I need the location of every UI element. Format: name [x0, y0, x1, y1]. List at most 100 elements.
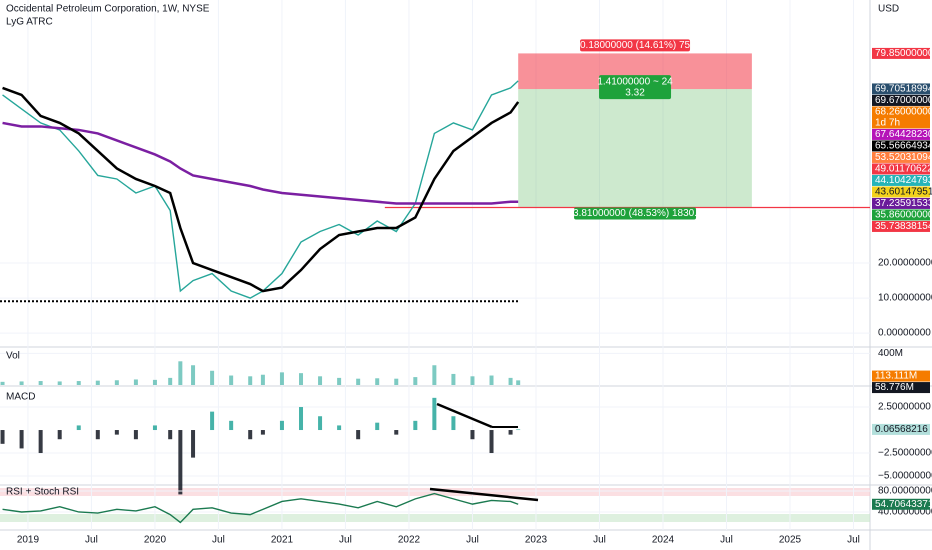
x-tick-label: 2025 [779, 535, 802, 546]
price-marker [872, 498, 930, 510]
price-marker-label: 58.776M [875, 382, 914, 393]
position-label: 1.41000000 ~ 24 [597, 77, 673, 88]
price-marker-label: 65.56664934 [875, 141, 932, 152]
price-marker-label: 113.111M [875, 371, 917, 382]
y-tick-label: 20.00000000 [878, 258, 932, 269]
bar [508, 430, 513, 435]
position-label-box [580, 39, 691, 52]
bar [210, 370, 215, 385]
position-label-box [574, 207, 697, 220]
x-tick-label: 2024 [652, 535, 675, 546]
bar [356, 378, 361, 385]
x-tick-label: 2021 [271, 535, 294, 546]
bar [248, 376, 253, 385]
bar [432, 365, 437, 385]
bar [451, 416, 456, 431]
x-tick-label: 2022 [398, 535, 421, 546]
bar [57, 381, 62, 385]
y-tick-label: 10.00000000 [878, 293, 932, 304]
bar [152, 425, 157, 431]
currency: USD [878, 4, 899, 15]
bar [76, 425, 81, 431]
price-marker-label: 49.01170622 [875, 164, 932, 175]
bar [133, 379, 138, 385]
y-tick-label: 40.00000000 [878, 507, 932, 518]
bar [0, 430, 5, 444]
overbought-band [0, 488, 870, 496]
position-label-box [599, 75, 672, 100]
indicator-name: LyG ATRC [6, 17, 53, 28]
x-tick-label: Jul [85, 535, 98, 546]
bar [210, 411, 215, 431]
price-marker [872, 163, 930, 175]
bar [470, 376, 475, 385]
price-marker [872, 423, 930, 435]
price-marker-label: 68.26000000 [875, 107, 932, 118]
bar [19, 381, 24, 385]
bar [394, 378, 399, 385]
bar [133, 430, 138, 440]
pane-title: MACD [6, 392, 35, 403]
position-label: 33.81000000 (48.53%) 1830.3 [567, 208, 703, 219]
bar [229, 420, 234, 431]
x-tick-label: Jul [466, 535, 479, 546]
bar [413, 420, 418, 431]
bar [451, 373, 456, 385]
bar [114, 430, 119, 435]
series-line [2, 80, 519, 299]
price-marker [872, 220, 930, 232]
x-tick-label: 2019 [17, 535, 40, 546]
oversold-band [0, 514, 870, 522]
countdown-label: 1d 7h [875, 118, 900, 129]
bar [318, 416, 323, 431]
bar [95, 430, 100, 440]
price-marker [872, 197, 930, 209]
price-marker [872, 47, 930, 59]
bar [489, 430, 494, 454]
x-tick-label: Jul [720, 535, 733, 546]
series-line [2, 86, 520, 293]
price-marker [872, 209, 930, 221]
x-tick-label: 2020 [144, 535, 167, 546]
bar [38, 381, 43, 385]
price-marker-label: 67.64428230 [875, 129, 932, 140]
bar [413, 377, 418, 385]
price-marker [872, 186, 930, 198]
bar [229, 375, 234, 385]
price-marker-label: 37.23591533 [875, 198, 932, 209]
y-tick-label: 2.50000000 [878, 402, 931, 413]
y-tick-label: 0.00000000 [878, 328, 931, 339]
bar [260, 430, 265, 435]
bar [38, 430, 43, 454]
bar [0, 381, 5, 385]
bar [432, 397, 437, 431]
price-marker-label: 35.73838154 [875, 221, 932, 232]
price-marker-label: 44.10424793 [875, 175, 932, 186]
price-marker [872, 370, 930, 382]
bar [279, 372, 284, 385]
pane-title: Vol [6, 351, 20, 362]
bar [299, 407, 304, 431]
price-marker [872, 94, 930, 106]
stop-zone [518, 89, 752, 208]
bar [168, 430, 173, 440]
y-tick-label: −5.00000000 [878, 471, 932, 482]
bar [114, 380, 119, 385]
bar [152, 379, 157, 385]
price-marker-label: 53.52031094 [875, 152, 932, 163]
bar [76, 381, 81, 385]
bar [508, 377, 513, 385]
price-marker [872, 83, 930, 95]
bar [19, 430, 24, 449]
bar [178, 430, 183, 495]
bar [178, 361, 183, 385]
pane-title: RSI + Stoch RSI [6, 487, 79, 498]
bar [375, 422, 380, 431]
bar [168, 377, 173, 385]
chart-title: Occidental Petroleum Corporation, 1W, NY… [6, 4, 210, 15]
bar [516, 380, 521, 385]
bar [356, 430, 361, 440]
bar [394, 430, 399, 435]
bar [57, 430, 62, 440]
